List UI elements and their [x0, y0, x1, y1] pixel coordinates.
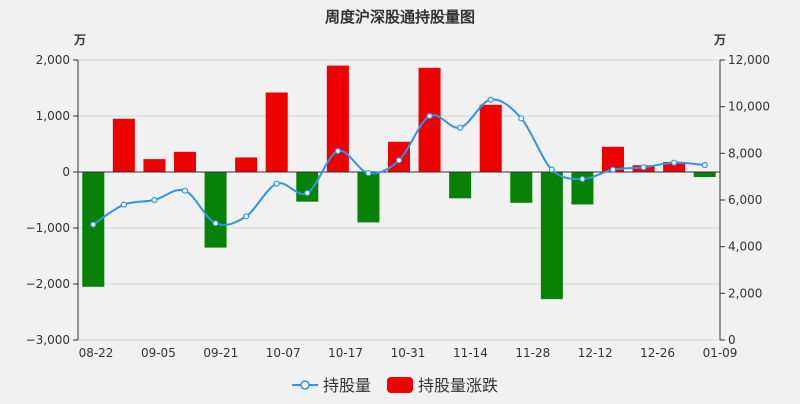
bar — [540, 172, 563, 300]
bar — [601, 146, 625, 172]
bar — [143, 159, 166, 172]
x-tick-label: 10-17 — [328, 346, 363, 360]
bar — [449, 172, 472, 199]
right-axis-unit: 万 — [713, 33, 726, 47]
right-tick-label: 2,000 — [728, 286, 762, 300]
right-tick-label: 8,000 — [728, 146, 762, 160]
line-point — [395, 157, 403, 164]
line-point — [120, 201, 127, 208]
line-point — [640, 164, 647, 171]
line-point — [457, 124, 464, 131]
left-tick-label: 2,000 — [36, 53, 70, 67]
axes: 2,000 1,000 0 −1,000 −2,000 −3,000 12,000 10,00… — [26, 53, 770, 360]
right-tick-label: 0 — [728, 333, 736, 347]
right-tick-label: 12,000 — [728, 53, 770, 67]
bar — [418, 67, 441, 172]
x-tick-label: 09-21 — [203, 346, 238, 360]
line-point — [426, 112, 433, 120]
line-point — [243, 213, 250, 220]
chart-title: 周度沪深股通持股量图 — [325, 8, 475, 26]
x-tick-label: 11-28 — [515, 346, 550, 360]
bar — [571, 172, 594, 205]
line-point — [701, 161, 708, 169]
left-tick-label: −1,000 — [26, 221, 70, 235]
line-point — [579, 175, 586, 183]
right-tick-label: 4,000 — [728, 240, 762, 254]
line-point — [609, 166, 617, 173]
legend-label-change: 持股量涨跌 — [418, 376, 498, 395]
bar — [326, 65, 349, 172]
x-tick-label: 10-07 — [266, 346, 301, 360]
x-tick-label: 08-22 — [79, 346, 114, 360]
line-point — [151, 196, 158, 204]
bar — [204, 172, 227, 248]
bar — [112, 118, 135, 172]
x-tick-label: 10-31 — [391, 346, 426, 360]
line-point — [90, 221, 97, 228]
left-tick-label: 0 — [62, 165, 70, 179]
legend-bar-swatch — [387, 377, 413, 393]
left-tick-label: −2,000 — [26, 277, 70, 291]
line-point — [518, 115, 525, 122]
x-tick-label: 12-12 — [578, 346, 613, 360]
x-tick-label: 09-05 — [141, 346, 176, 360]
legend-line-marker — [300, 380, 310, 390]
bar — [479, 104, 502, 172]
bar — [235, 157, 258, 172]
legend-label-holding: 持股量 — [323, 376, 371, 395]
line-point — [487, 96, 494, 103]
line-point — [548, 166, 555, 173]
bar — [173, 151, 197, 172]
left-axis-unit: 万 — [73, 33, 86, 47]
left-tick-label: −3,000 — [26, 333, 70, 347]
line-point — [273, 180, 280, 187]
bar — [265, 92, 288, 172]
bar — [296, 172, 319, 202]
gridlines — [78, 59, 720, 341]
x-tick-label: 01-09 — [703, 346, 738, 360]
bar — [82, 172, 105, 287]
right-tick-label: 6,000 — [728, 193, 762, 207]
bar — [693, 172, 716, 178]
bar — [663, 161, 686, 172]
line-point — [181, 187, 189, 194]
line-point — [334, 147, 341, 155]
bar-series — [82, 65, 716, 300]
x-tick-label: 11-14 — [453, 346, 488, 360]
line-series — [90, 96, 708, 228]
bar — [510, 172, 533, 203]
line-point — [304, 189, 311, 197]
right-tick-label: 10,000 — [728, 100, 770, 114]
legend[interactable]: 持股量 持股量涨跌 — [292, 376, 498, 395]
left-tick-label: 1,000 — [36, 109, 70, 123]
bar — [357, 172, 380, 223]
line-point — [365, 170, 372, 177]
line-point — [212, 220, 219, 227]
line-point — [671, 159, 678, 166]
x-tick-label: 12-26 — [640, 346, 675, 360]
